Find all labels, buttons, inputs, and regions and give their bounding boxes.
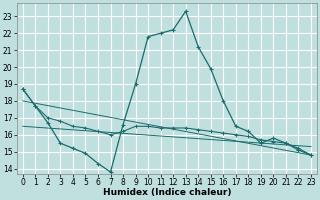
X-axis label: Humidex (Indice chaleur): Humidex (Indice chaleur) [103, 188, 231, 197]
